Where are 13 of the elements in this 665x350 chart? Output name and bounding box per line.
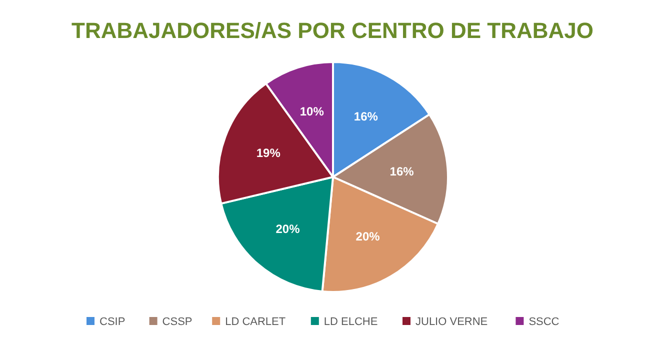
data-label: 16% xyxy=(390,164,414,179)
legend-label: SSCC xyxy=(528,316,560,328)
legend-label: CSSP xyxy=(162,316,192,328)
data-label: 20% xyxy=(276,222,300,236)
data-label: 10% xyxy=(300,104,324,118)
data-label: 20% xyxy=(356,230,380,244)
legend-label: LD CARLET xyxy=(225,316,286,328)
legend-label: JULIO VERNE xyxy=(416,316,488,328)
chart-title: TRABAJADORES/AS POR CENTRO DE TRABAJO xyxy=(72,18,594,43)
legend-label: CSIP xyxy=(100,316,126,328)
legend-label: LD ELCHE xyxy=(324,316,378,328)
data-label: 16% xyxy=(354,109,378,124)
data-label: 19% xyxy=(256,146,281,160)
